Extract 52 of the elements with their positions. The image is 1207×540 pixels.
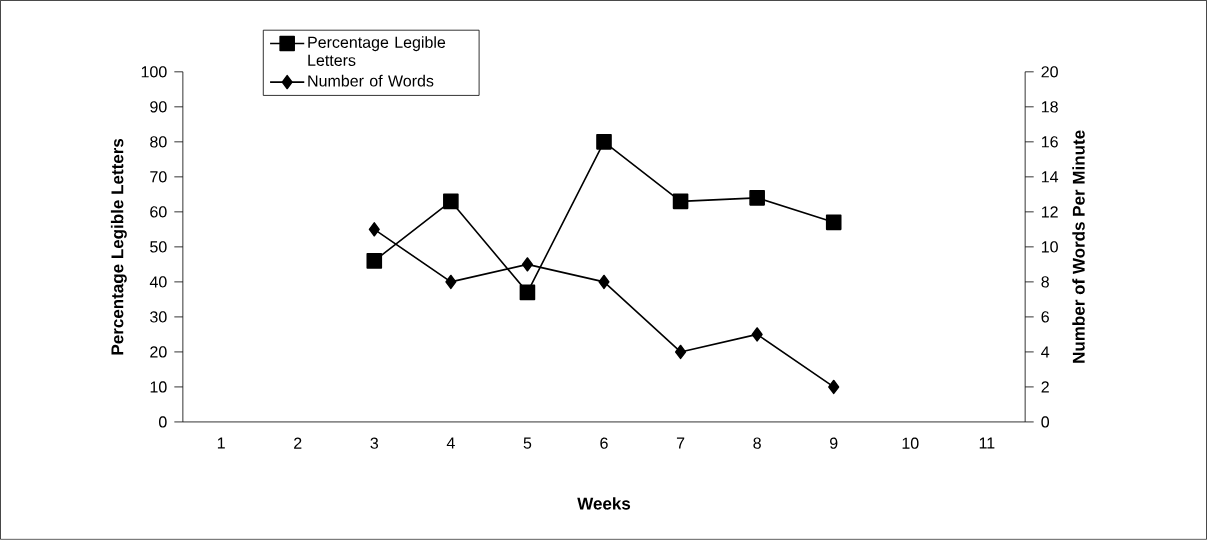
y-tick-label: 80 (150, 136, 167, 148)
x-tick-label: 6 (600, 437, 608, 449)
y2-tick-label: 20 (1041, 66, 1058, 78)
y-tick-label: 50 (150, 241, 167, 253)
y2-axis-title: Number of Words Per Minute (1072, 130, 1085, 363)
point (519, 284, 536, 301)
y2-tick-label: 12 (1041, 206, 1058, 218)
y2-tick-label: 4 (1041, 346, 1050, 358)
point (521, 257, 534, 272)
legend-label: Number of Words (308, 74, 434, 87)
y-tick-label: 70 (150, 171, 167, 183)
x-tick-label: 5 (523, 437, 532, 449)
y-tick-label: 60 (150, 206, 167, 218)
x-axis-title: Weeks (577, 497, 631, 510)
y-tick-label: 90 (150, 101, 167, 113)
point (751, 327, 763, 342)
x-tick-label: 7 (676, 437, 685, 449)
point (596, 134, 612, 150)
x-tick-label: 9 (830, 437, 838, 449)
y2-tick-label: 6 (1041, 311, 1049, 323)
y-tick-label: 100 (141, 66, 167, 78)
y2-tick-label: 18 (1041, 101, 1058, 113)
x-tick-label: 1 (217, 437, 225, 449)
x-tick-label: 2 (294, 437, 302, 449)
y2-tick-label: 0 (1041, 416, 1050, 428)
point (828, 379, 840, 395)
legend-label: Percentage Legible Letters (308, 36, 446, 67)
point (825, 214, 842, 231)
x-tick-label: 3 (370, 437, 379, 449)
y-axis-title: Percentage Legible Letters (110, 139, 127, 355)
y-tick-label: 10 (150, 381, 167, 393)
y-tick-label: 30 (150, 311, 167, 323)
y2-tick-label: 16 (1041, 136, 1058, 148)
point (749, 190, 765, 206)
point (672, 193, 689, 210)
point (368, 222, 380, 237)
point (598, 274, 610, 290)
point (366, 253, 383, 269)
y2-tick-label: 8 (1041, 276, 1049, 288)
y2-tick-label: 10 (1041, 241, 1058, 253)
y-tick-label: 20 (150, 346, 167, 358)
y2-tick-label: 2 (1041, 381, 1049, 393)
y-tick-label: 40 (149, 276, 167, 288)
x-tick-label: 10 (902, 437, 919, 449)
point (445, 274, 457, 290)
x-tick-label: 8 (753, 437, 761, 449)
point (674, 344, 687, 360)
x-tick-label: 4 (446, 437, 455, 449)
y2-tick-label: 14 (1041, 171, 1059, 183)
point (443, 193, 459, 210)
x-tick-label: 11 (979, 437, 995, 449)
y-tick-label: 0 (158, 416, 167, 428)
